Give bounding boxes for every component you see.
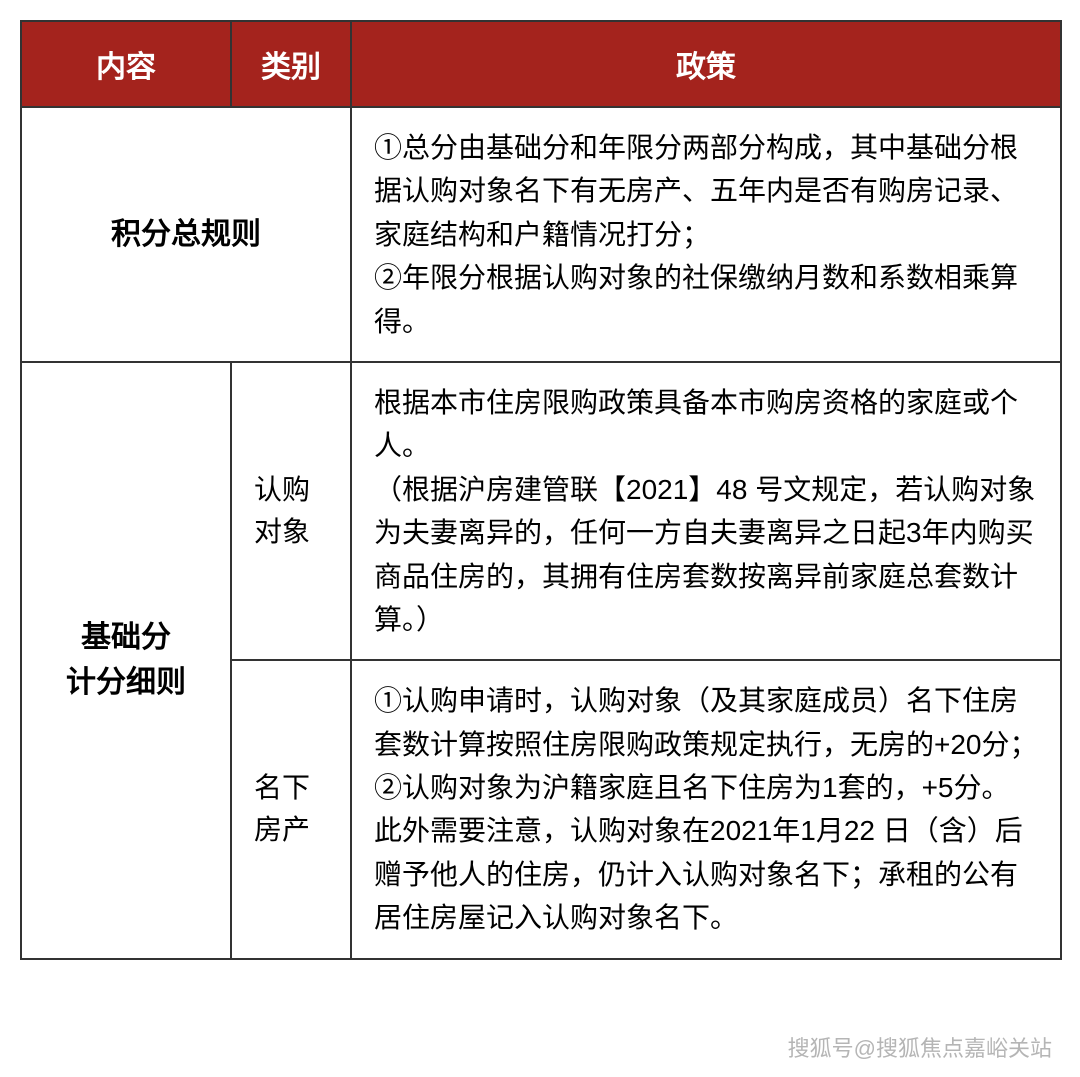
label-base-rule: 基础分计分细则 bbox=[21, 362, 231, 959]
cat-subscriber: 认购对象 bbox=[231, 362, 351, 660]
header-row: 内容 类别 政策 bbox=[21, 21, 1061, 107]
watermark-text: 搜狐号@搜狐焦点嘉峪关站 bbox=[788, 1031, 1052, 1063]
col-category: 类别 bbox=[231, 21, 351, 107]
policy-property: ①认购申请时，认购对象（及其家庭成员）名下住房套数计算按照住房限购政策规定执行，… bbox=[351, 660, 1061, 958]
policy-total-rule: ①总分由基础分和年限分两部分构成，其中基础分根据认购对象名下有无房产、五年内是否… bbox=[351, 107, 1061, 362]
row-base-a: 基础分计分细则 认购对象 根据本市住房限购政策具备本市购房资格的家庭或个人。（根… bbox=[21, 362, 1061, 660]
col-policy: 政策 bbox=[351, 21, 1061, 107]
row-total-rule: 积分总规则 ①总分由基础分和年限分两部分构成，其中基础分根据认购对象名下有无房产… bbox=[21, 107, 1061, 362]
policy-subscriber: 根据本市住房限购政策具备本市购房资格的家庭或个人。（根据沪房建管联【2021】4… bbox=[351, 362, 1061, 660]
cat-property: 名下房产 bbox=[231, 660, 351, 958]
col-content: 内容 bbox=[21, 21, 231, 107]
label-total-rule: 积分总规则 bbox=[21, 107, 351, 362]
policy-table: 内容 类别 政策 积分总规则 ①总分由基础分和年限分两部分构成，其中基础分根据认… bbox=[20, 20, 1062, 960]
